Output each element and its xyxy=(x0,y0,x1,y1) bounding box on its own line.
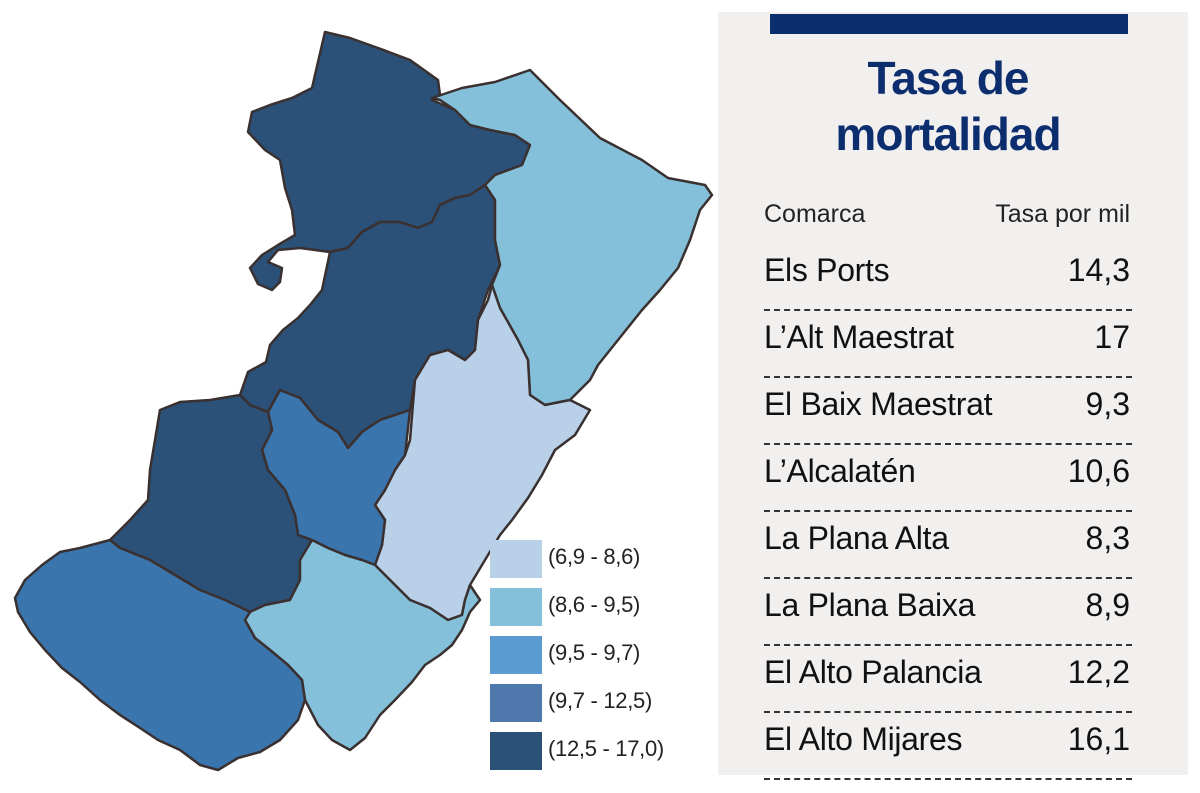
row-value: 10,6 xyxy=(1067,453,1130,489)
legend-label: (9,7 - 12,5) xyxy=(548,688,653,713)
legend-item: (9,7 - 12,5) xyxy=(490,684,710,732)
row-value: 12,2 xyxy=(1067,654,1130,690)
map-area: (6,9 - 8,6) (8,6 - 9,5) (9,5 - 9,7) (9,7… xyxy=(13,30,714,780)
row-name: Els Ports xyxy=(764,252,890,288)
row-value: 17 xyxy=(1094,319,1130,355)
legend-label: (8,6 - 9,5) xyxy=(548,592,641,617)
row-value: 16,1 xyxy=(1067,721,1130,757)
row-name: El Alto Palancia xyxy=(764,654,982,690)
legend-swatch xyxy=(490,636,542,674)
column-header-comarca: Comarca xyxy=(764,200,866,228)
data-panel: Tasa de mortalidad Comarca Tasa por mil E… xyxy=(718,12,1188,780)
row-value: 9,3 xyxy=(1085,386,1130,422)
map-legend: (6,9 - 8,6) (8,6 - 9,5) (9,5 - 9,7) (9,7… xyxy=(490,540,710,780)
table-row: El Baix Maestrat 9,3 xyxy=(764,378,1132,445)
row-name: L’Alcalatén xyxy=(764,453,916,489)
legend-item: (6,9 - 8,6) xyxy=(490,540,710,588)
legend-swatch xyxy=(490,588,542,626)
row-name: El Alto Mijares xyxy=(764,721,963,757)
region-alto-palancia[interactable] xyxy=(13,538,307,772)
table-row: La Plana Alta 8,3 xyxy=(764,512,1132,579)
row-name: El Baix Maestrat xyxy=(764,386,993,422)
legend-item: (9,5 - 9,7) xyxy=(490,636,710,684)
data-table: Els Ports 14,3 L’Alt Maestrat 17 El Baix… xyxy=(764,244,1132,780)
row-value: 8,9 xyxy=(1085,587,1130,623)
row-value: 8,3 xyxy=(1085,520,1130,556)
row-name: L’Alt Maestrat xyxy=(764,319,954,355)
legend-label: (12,5 - 17,0) xyxy=(548,736,664,761)
legend-label: (6,9 - 8,6) xyxy=(548,544,641,569)
table-row: El Alto Mijares 16,1 xyxy=(764,713,1132,780)
row-name: La Plana Alta xyxy=(764,520,949,556)
comarcas-map xyxy=(13,30,714,772)
title-accent-bar xyxy=(770,14,1128,34)
legend-swatch xyxy=(490,732,542,770)
legend-swatch xyxy=(490,540,542,578)
table-row: Els Ports 14,3 xyxy=(764,244,1132,311)
panel-title: Tasa de mortalidad xyxy=(835,52,1061,160)
column-header-tasa: Tasa por mil xyxy=(995,200,1130,228)
table-row: El Alto Palancia 12,2 xyxy=(764,646,1132,713)
row-name: La Plana Baixa xyxy=(764,587,976,623)
legend-label: (9,5 - 9,7) xyxy=(548,640,641,665)
table-row: L’Alcalatén 10,6 xyxy=(764,445,1132,512)
table-row: L’Alt Maestrat 17 xyxy=(764,311,1132,378)
legend-item: (8,6 - 9,5) xyxy=(490,588,710,636)
legend-swatch xyxy=(490,684,542,722)
row-value: 14,3 xyxy=(1067,252,1130,288)
table-row: La Plana Baixa 8,9 xyxy=(764,579,1132,646)
legend-item: (12,5 - 17,0) xyxy=(490,732,710,780)
